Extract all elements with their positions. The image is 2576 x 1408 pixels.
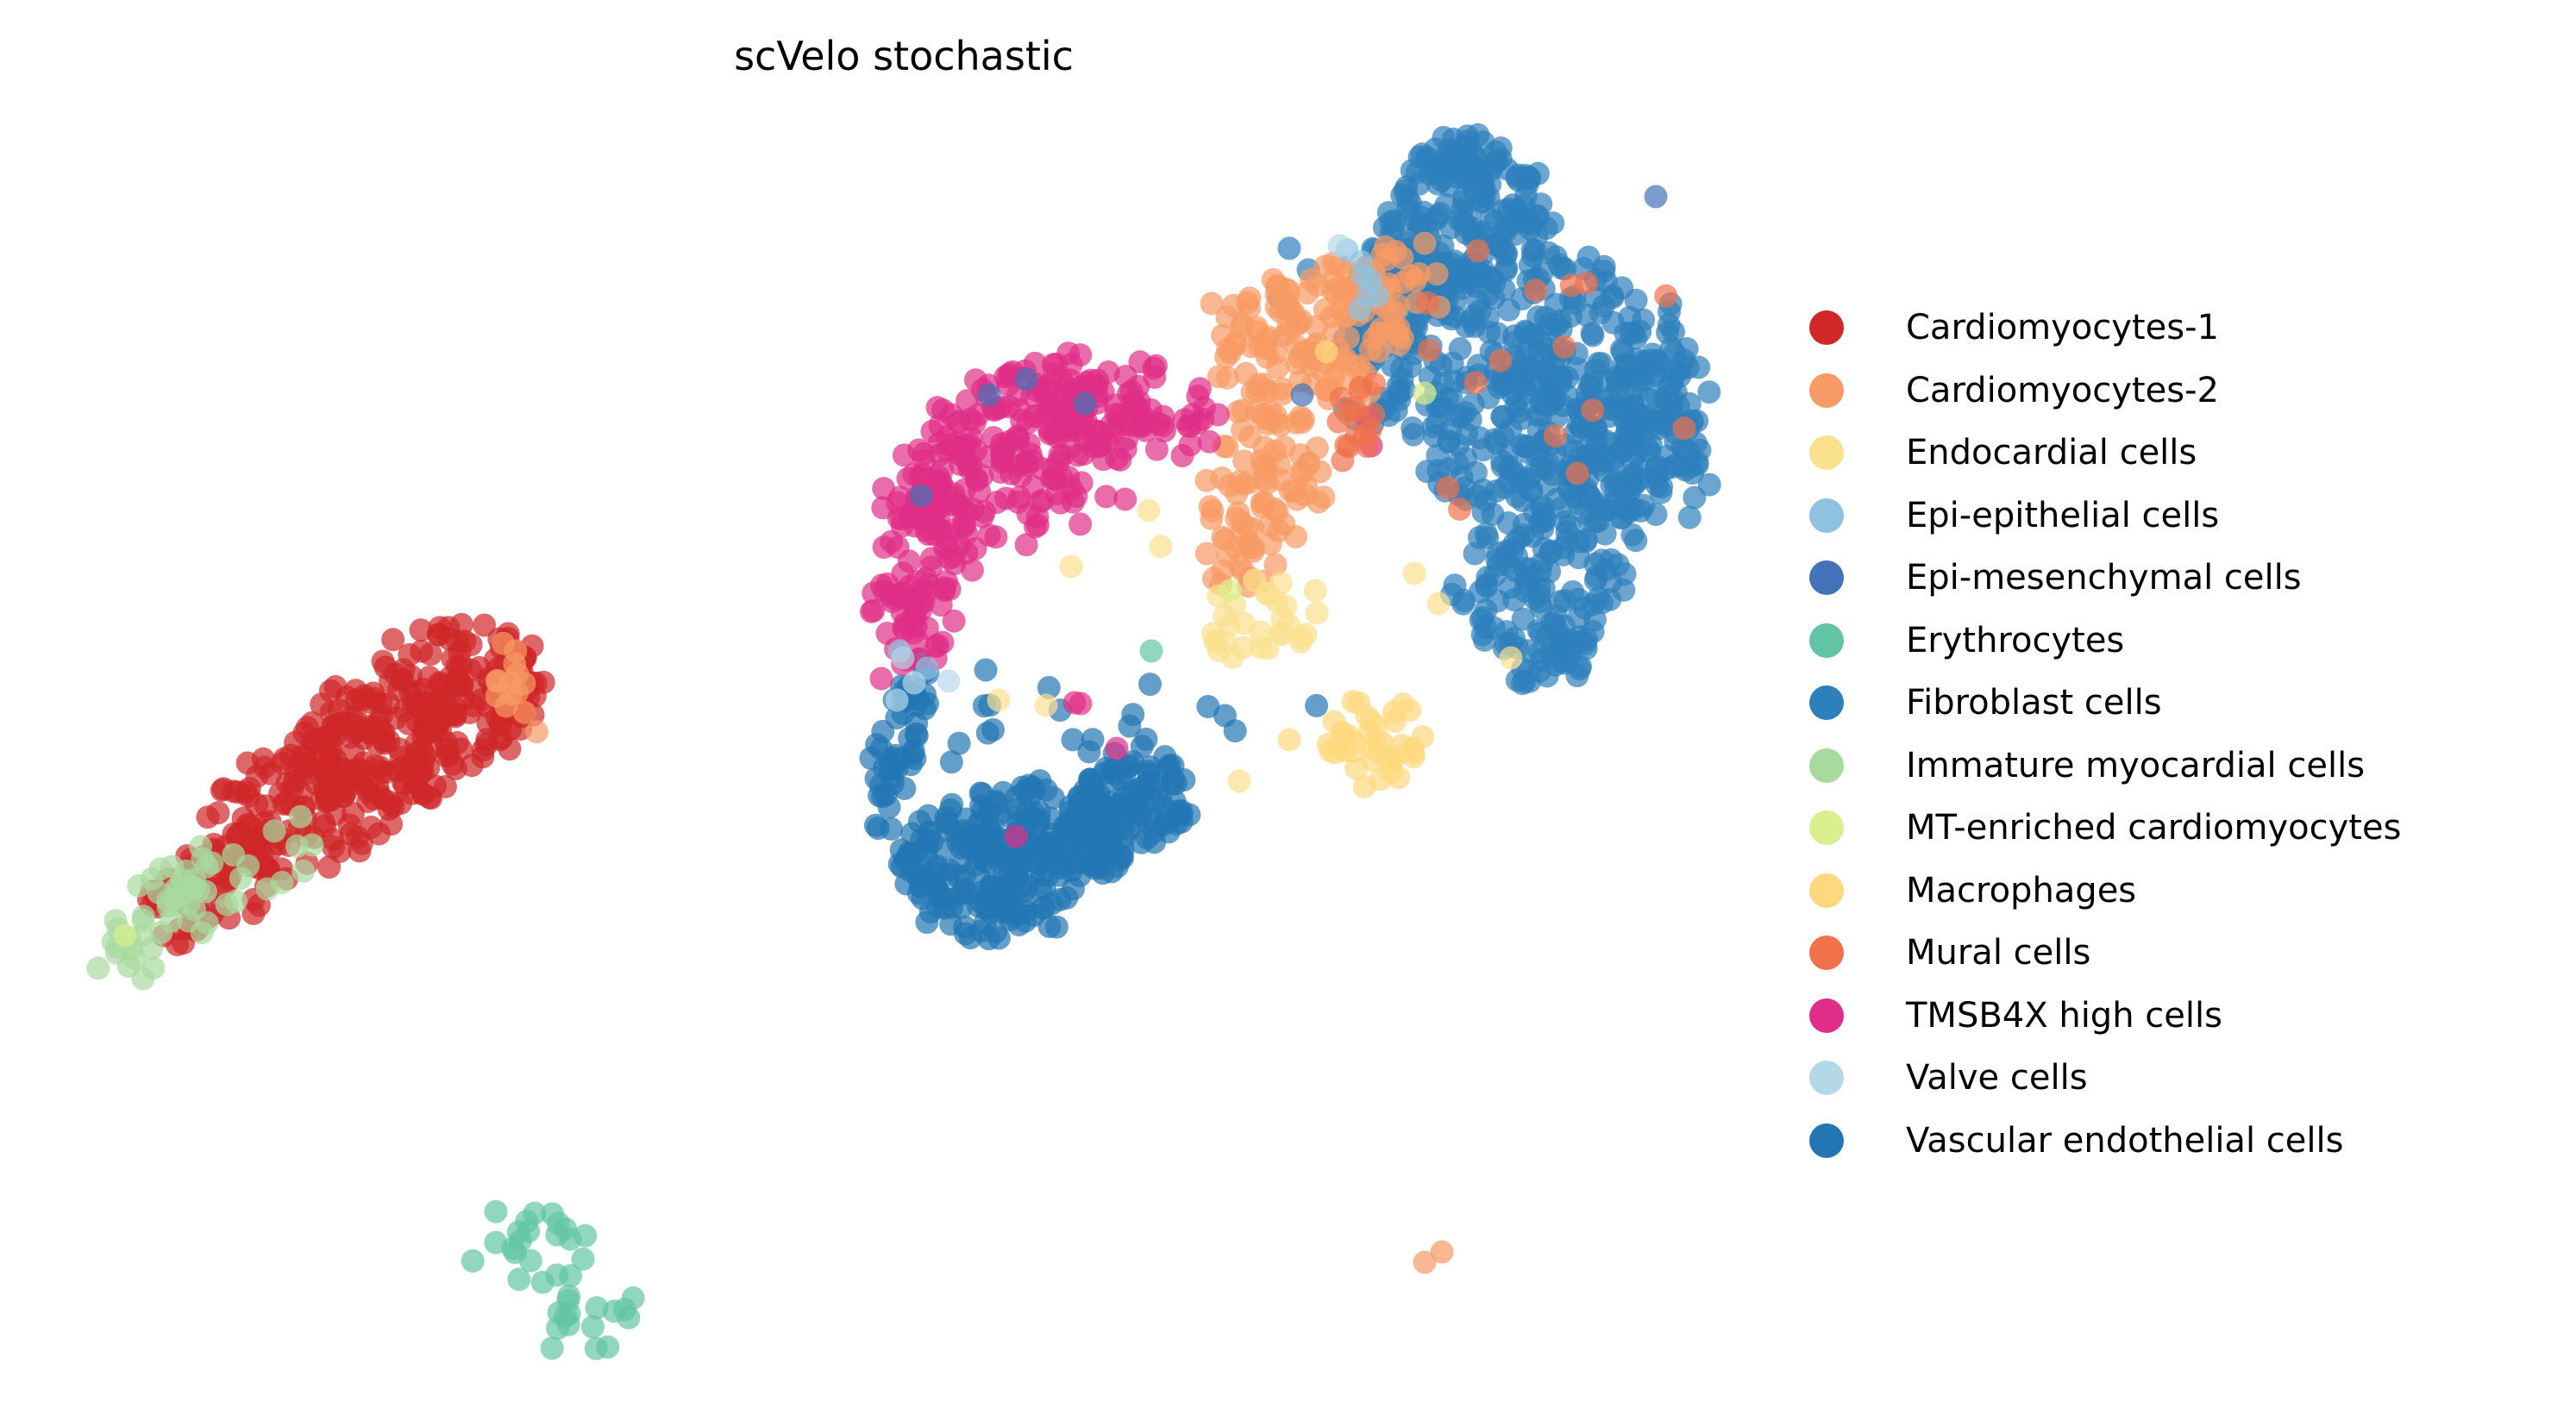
legend-item-9: Macrophages xyxy=(1809,860,2401,923)
legend-swatch xyxy=(1809,1123,1844,1158)
legend-label: Epi-epithelial cells xyxy=(1906,495,2220,535)
legend-swatch xyxy=(1809,1061,1844,1096)
legend-item-4: Epi-mesenchymal cells xyxy=(1809,547,2401,610)
legend-swatch xyxy=(1809,497,1844,533)
legend-item-11: TMSB4X high cells xyxy=(1809,985,2401,1048)
legend-swatch xyxy=(1809,435,1844,471)
legend-label: Immature myocardial cells xyxy=(1906,745,2366,785)
legend-label: Erythrocytes xyxy=(1906,620,2125,660)
legend-item-7: Immature myocardial cells xyxy=(1809,735,2401,798)
legend-label: Macrophages xyxy=(1906,870,2137,911)
legend-item-0: Cardiomyocytes-1 xyxy=(1809,297,2401,360)
legend-swatch xyxy=(1809,372,1844,408)
legend-label: TMSB4X high cells xyxy=(1906,995,2222,1036)
legend-item-2: Endocardial cells xyxy=(1809,422,2401,485)
legend: Cardiomyocytes-1 Cardiomyocytes-2 Endocard… xyxy=(1809,297,2401,1172)
cluster-mural-cells xyxy=(1326,239,1696,521)
legend-item-3: Epi-epithelial cells xyxy=(1809,485,2401,548)
cluster-epi-mesenchymal-cells xyxy=(909,185,1668,508)
cluster-immature-myocardial-cells xyxy=(86,804,324,991)
legend-swatch xyxy=(1809,748,1844,783)
legend-item-5: Erythrocytes xyxy=(1809,610,2401,673)
legend-swatch xyxy=(1809,810,1844,846)
legend-label: Cardiomyocytes-2 xyxy=(1906,370,2219,410)
legend-swatch xyxy=(1809,873,1844,908)
legend-label: Epi-mesenchymal cells xyxy=(1906,558,2302,598)
legend-swatch xyxy=(1809,936,1844,971)
cluster-macrophages xyxy=(1277,340,1435,798)
legend-item-8: MT-enriched cardiomyocytes xyxy=(1809,797,2401,860)
cluster-fibroblast-cells xyxy=(1267,122,1721,696)
legend-item-13: Vascular endothelial cells xyxy=(1809,1110,2401,1173)
cluster-valve-cells xyxy=(885,234,1351,712)
legend-label: MT-enriched cardiomyocytes xyxy=(1906,808,2402,848)
legend-item-6: Fibroblast cells xyxy=(1809,672,2401,735)
legend-label: Vascular endothelial cells xyxy=(1906,1120,2344,1161)
legend-swatch xyxy=(1809,560,1844,596)
legend-label: Fibroblast cells xyxy=(1906,683,2162,723)
cluster-vascular-endothelial-cells xyxy=(859,648,1329,951)
legend-item-10: Mural cells xyxy=(1809,922,2401,985)
chart-title: scVelo stochastic xyxy=(734,33,1074,79)
legend-item-12: Valve cells xyxy=(1809,1047,2401,1110)
cluster-erythrocytes xyxy=(461,639,1163,1361)
legend-swatch xyxy=(1809,623,1844,658)
legend-item-1: Cardiomyocytes-2 xyxy=(1809,360,2401,422)
legend-label: Cardiomyocytes-1 xyxy=(1906,308,2219,348)
legend-swatch xyxy=(1809,310,1844,346)
legend-label: Valve cells xyxy=(1906,1058,2088,1098)
cluster-mt-enriched-cardiomyocytes xyxy=(113,381,1437,948)
legend-label: Endocardial cells xyxy=(1906,433,2197,473)
cluster-endocardial-cells xyxy=(987,498,1523,793)
legend-label: Mural cells xyxy=(1906,933,2091,973)
legend-swatch xyxy=(1809,998,1844,1033)
legend-swatch xyxy=(1809,685,1844,721)
